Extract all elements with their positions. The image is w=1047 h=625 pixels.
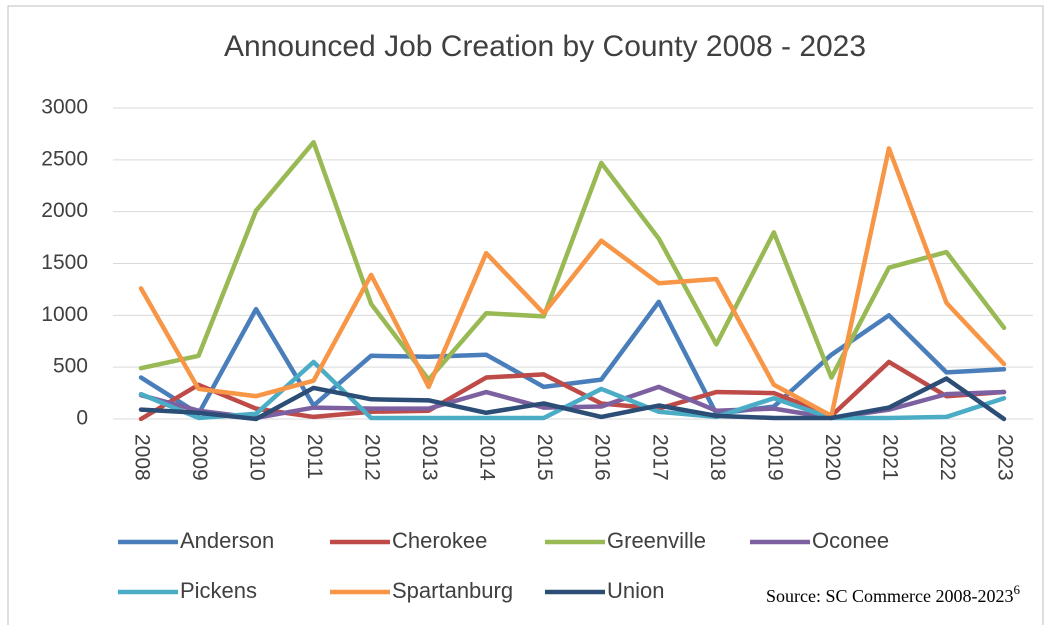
y-tick-label: 1000 [41, 303, 88, 326]
x-tick-label: 2013 [418, 434, 441, 481]
y-tick-label: 3000 [41, 96, 88, 119]
x-tick-label: 2020 [821, 434, 844, 481]
source-text: Source: SC Commerce 2008-2023 [766, 586, 1013, 606]
x-tick-label: 2008 [130, 434, 153, 481]
x-tick-label: 2019 [763, 434, 786, 481]
chart-frame [7, 5, 1044, 625]
legend-label: Greenville [607, 528, 706, 553]
x-tick-label: 2023 [993, 434, 1016, 481]
x-tick-label: 2010 [246, 434, 269, 481]
series-line [138, 299, 1007, 417]
x-tick-label: 2018 [706, 434, 729, 481]
legend-label: Union [607, 578, 664, 603]
x-tick-label: 2015 [533, 434, 556, 481]
legend-label: Spartanburg [392, 578, 513, 603]
source: Source: SC Commerce 2008-20236 [766, 582, 1020, 606]
y-tick-label: 2500 [41, 147, 88, 170]
series-line [138, 376, 1007, 422]
y-tick-label: 500 [53, 355, 88, 378]
x-tick-label: 2009 [188, 434, 211, 481]
series-line [138, 139, 1007, 382]
y-tick-label: 1500 [41, 251, 88, 274]
source-note: 6 [1014, 582, 1021, 597]
y-tick-label: 2000 [41, 199, 88, 222]
legend-label: Oconee [812, 528, 889, 553]
legend-label: Anderson [180, 528, 274, 553]
x-tick-label: 2012 [361, 434, 384, 481]
y-tick-label: 0 [76, 407, 88, 430]
legend-label: Cherokee [392, 528, 487, 553]
chart-title: Announced Job Creation by County 2008 - … [224, 30, 866, 63]
x-tick-label: 2022 [936, 434, 959, 481]
x-tick-label: 2016 [591, 434, 614, 481]
legend-label: Pickens [180, 578, 257, 603]
series-line [138, 146, 1007, 419]
x-tick-label: 2021 [878, 434, 901, 481]
x-tick-label: 2014 [476, 434, 499, 481]
x-tick-label: 2017 [648, 434, 671, 481]
x-tick-label: 2011 [303, 434, 326, 479]
